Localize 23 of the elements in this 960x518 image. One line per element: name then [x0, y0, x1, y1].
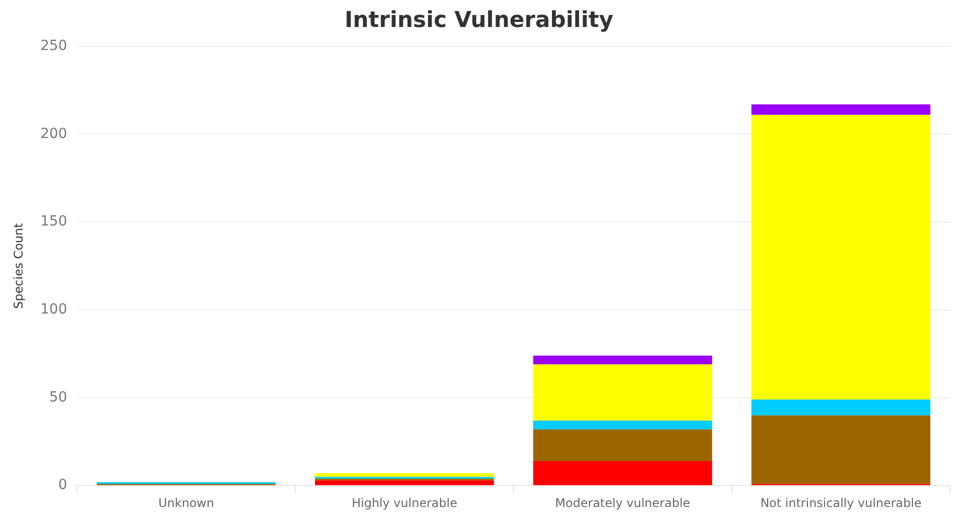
- y-tick-label: 100: [40, 302, 68, 318]
- y-tick-label: 200: [40, 126, 68, 142]
- bar: [751, 104, 930, 115]
- y-tick-label: 250: [40, 38, 68, 54]
- x-tick-label: Highly vulnerable: [352, 496, 458, 510]
- bar: [533, 429, 712, 462]
- bar: [314, 480, 494, 486]
- bar: [751, 415, 930, 484]
- bar: [533, 461, 712, 486]
- y-axis-title: Species Count: [11, 222, 26, 309]
- x-tick-label: Unknown: [158, 496, 214, 510]
- chart-title: Intrinsic Vulnerability: [344, 8, 614, 33]
- bar: [533, 356, 712, 364]
- bar: [751, 400, 930, 416]
- bar: [751, 114, 930, 400]
- y-tick-label: 0: [58, 477, 68, 494]
- bar: [533, 364, 712, 421]
- bar: [533, 420, 712, 430]
- x-tick-label: Moderately vulnerable: [555, 496, 690, 510]
- y-tick-label: 150: [40, 214, 68, 230]
- bar: [314, 473, 494, 477]
- x-tick-label: Not intrinsically vulnerable: [760, 496, 922, 510]
- y-tick-label: 50: [49, 389, 68, 406]
